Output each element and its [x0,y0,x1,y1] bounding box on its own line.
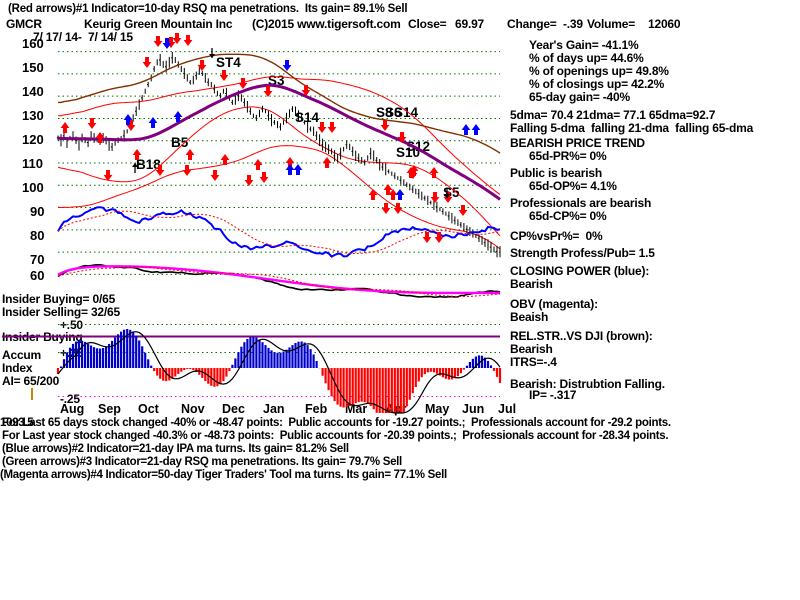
ip-value: IP= -.317 [529,388,577,402]
price-bands [57,76,501,250]
relstr-title: REL.STR..VS DJI (brown): [510,329,653,343]
annotation-s8: S8 [376,105,393,120]
y-tick-100: 100 [22,180,44,195]
obv-value: Beaish [510,310,549,324]
annotation-s14b: S14 [394,105,419,120]
header-indicator-line: (Red arrows)#1 Indicator=10-day RSQ ma p… [8,3,408,15]
x-tick-nov: Nov [181,402,205,416]
professionals-title: Professionals are bearish [510,196,652,210]
insider-selling-count: Insider Selling= 32/65 [2,305,120,319]
x-tick-jul: Jul [498,402,517,416]
header-ticker: GMCR [6,17,42,31]
y-tick-160: 160 [22,36,44,51]
accum-label-accum: Accum [2,348,42,362]
header-copyright: (C)2015 www.tigersoft.com [252,17,401,31]
accum-label-ai: AI= 65/200 [2,374,60,388]
obv-title: OBV (magenta): [510,297,598,311]
itrs-value: ITRS=-.4 [510,355,557,369]
y-tick-140: 140 [22,84,44,99]
y-tick-70: 70 [30,252,45,267]
stat-65day-gain: 65-day gain= -40% [529,90,630,104]
stat-years-gain: Year's Gain= -41.1% [529,38,639,52]
accum-tick-m25: -.25 [60,392,80,406]
header-change-value: -.39 [563,17,583,31]
closing-power-line [57,206,501,258]
accumulation-index-panel [56,329,502,414]
stat-openings-up: % of openings up= 49.8% [529,64,669,78]
x-tick-may: May [425,402,450,416]
x-tick-feb: Feb [305,402,328,416]
stat-days-up: % of days up= 44.6% [529,51,644,65]
professionals-value: 65d-CP%= 0% [529,209,607,223]
footer-line-blue: (Blue arrows)#2 Indicator=21-day IPA ma … [2,443,349,455]
price-trend-title: BEARISH PRICE TREND [510,136,645,150]
header-close-value: 69.97 [455,17,485,31]
x-tick-jun: Jun [462,402,485,416]
relstr-value: Bearish [510,342,553,356]
obv-line [57,264,501,299]
strength-prof-pub: Strength Profess/Pub= 1.5 [510,246,655,260]
header-volume-value: 12060 [648,17,681,31]
y-tick-120: 120 [22,132,44,147]
public-title: Public is bearish [510,166,602,180]
distribution-text: Bearish: Distrubtion Falling. [510,377,665,391]
dma-values: 5dma= 70.4 21dma= 77.1 65dma=92.7 [510,108,716,122]
cp-vs-pr: CP%vsPr%= 0% [510,229,603,243]
closing-power-value: Bearish [510,277,553,291]
header-change-label: Change= [507,17,557,31]
stat-closings-up: % of closings up= 42.2% [529,77,665,91]
annotation-s10: S10 [396,145,421,160]
price-trend-value: 65d-PR%= 0% [529,149,607,163]
footer-line-green: (Green arrows)#3 Indicator=21-day RSQ ma… [2,456,402,468]
x-tick-sep: Sep [98,402,121,416]
annotation-s12: S12 [406,139,431,154]
price-bars [56,52,501,258]
public-value: 65d-OP%= 4.1% [529,179,617,193]
header-volume-label: Volume= [587,17,636,31]
accum-label-index: Index [2,361,33,375]
annotation-st4: ST4 [216,55,241,70]
annotation-b18: B18 [136,157,161,172]
gridlines [2,51,500,400]
dma-trend: Falling 5-dma falling 21-dma falling 65-… [510,121,754,135]
moving-average-lines [57,53,501,201]
annotation-s6: S6 [385,105,402,120]
annotation-s14: S14 [295,110,320,125]
y-tick-150: 150 [22,60,44,75]
footer-line-lastyear: For Last year stock changed -40.3% or -4… [2,430,669,442]
header-close-label: Close= [408,17,447,31]
annotation-b5: B5 [171,135,189,150]
footer-overlay-number: 1093.5 [0,417,34,429]
footer-line-65days: For Last 65 days stock changed -40% or -… [2,417,671,429]
footer-line-magenta: (Magenta arrows)#4 Indicator=50-day Tige… [0,469,447,481]
y-tick-90: 90 [30,204,45,219]
insider-buying-count: Insider Buying= 0/65 [2,292,116,306]
y-tick-80: 80 [30,228,45,243]
header-date-range: 7/ 17/ 14- 7/ 14/ 15 [33,30,133,44]
header-company: Keurig Green Mountain Inc [84,17,233,31]
x-tick-jan: Jan [263,402,285,416]
closing-power-title: CLOSING POWER (blue): [510,264,650,278]
y-tick-130: 130 [22,108,44,123]
x-tick-oct: Oct [138,402,159,416]
signal-arrows [60,33,481,243]
x-tick-aug: Aug [60,402,85,416]
y-tick-110: 110 [22,156,43,171]
x-tick-dec: Dec [222,402,245,416]
y-tick-60: 60 [30,268,45,283]
